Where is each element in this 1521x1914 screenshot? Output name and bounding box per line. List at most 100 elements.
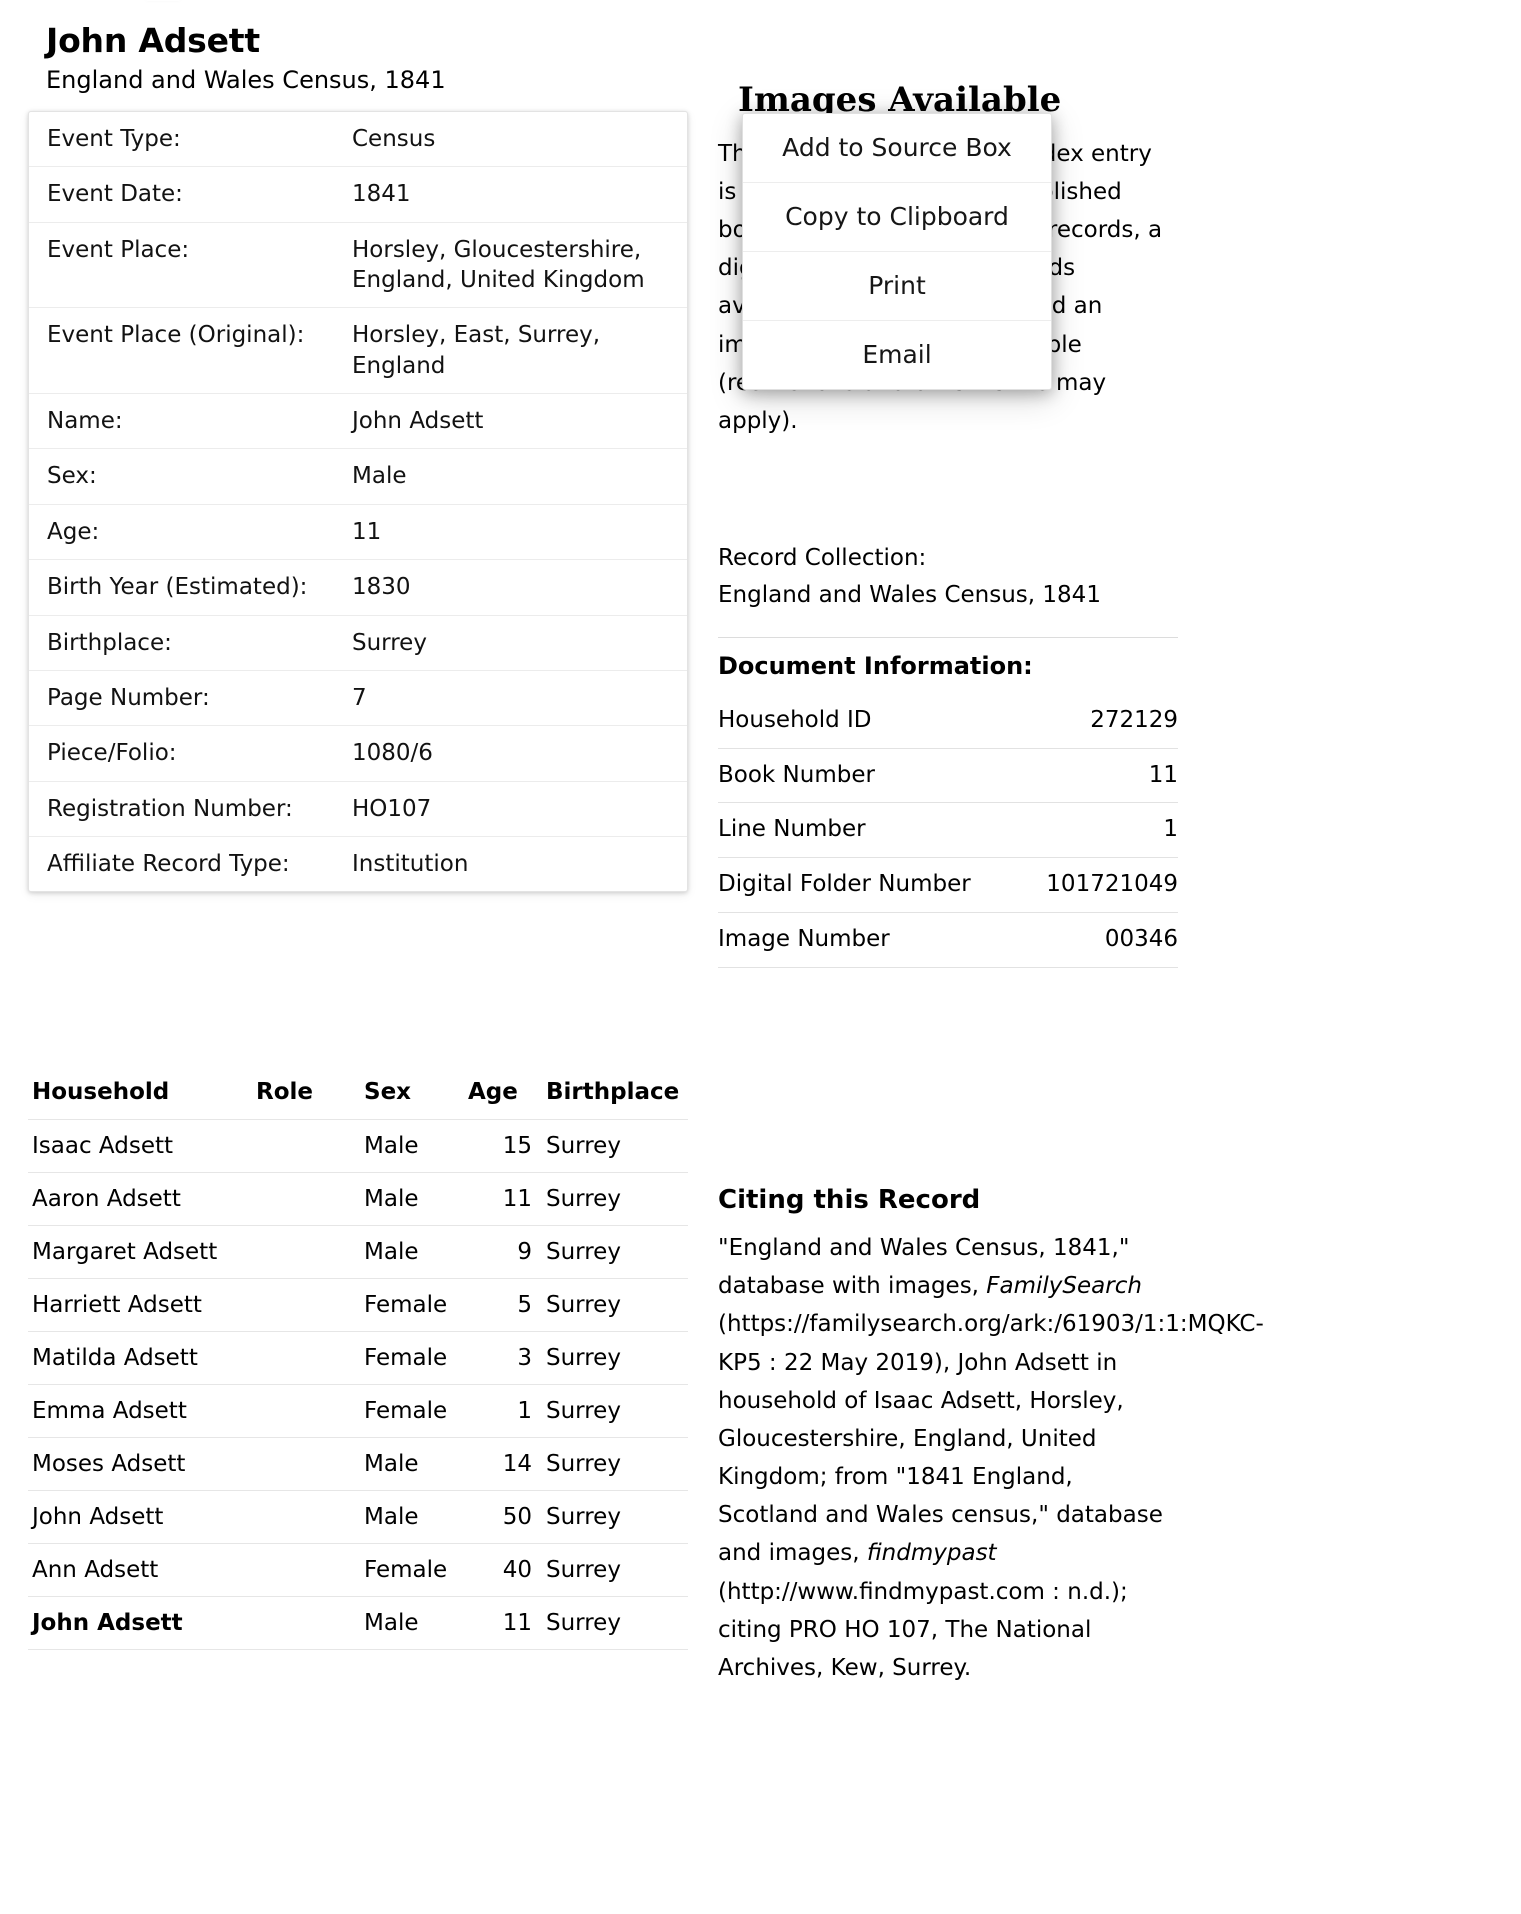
citation-source-familysearch: FamilySearch: [986, 1273, 1142, 1300]
household-member-age: 3: [468, 1331, 546, 1385]
household-member-role: [256, 1490, 364, 1544]
household-header-row: Household Role Sex Age Birthplace: [28, 1075, 688, 1120]
detail-label: Piece/Folio:: [47, 740, 177, 767]
document-info-row: Book Number 11: [718, 747, 1178, 803]
table-row[interactable]: John Adsett Male 11 Surrey: [28, 1596, 688, 1650]
household-member-role: [256, 1596, 364, 1650]
detail-row: Name: John Adsett: [29, 394, 687, 450]
detail-row: Page Number: 7: [29, 671, 687, 727]
household-member-name: John Adsett: [28, 1490, 256, 1544]
household-member-sex: Male: [364, 1225, 468, 1279]
popup-pointer-arrow-icon: [146, 0, 180, 1]
household-member-age: 15: [468, 1119, 546, 1173]
household-member-sex: Male: [364, 1490, 468, 1544]
table-row[interactable]: Margaret Adsett Male 9 Surrey: [28, 1225, 688, 1279]
household-member-age: 14: [468, 1437, 546, 1491]
column-header-sex: Sex: [364, 1079, 411, 1105]
household-member-birthplace: Surrey: [546, 1384, 688, 1438]
household-member-birthplace: Surrey: [546, 1543, 688, 1597]
household-member-birthplace: Surrey: [546, 1331, 688, 1385]
document-info-value: 00346: [984, 911, 1178, 968]
detail-value: Census: [352, 125, 436, 152]
household-member-sex: Female: [364, 1543, 468, 1597]
detail-value: 1080/6: [352, 740, 433, 767]
household-member-age: 11: [468, 1172, 546, 1226]
household-member-role: [256, 1384, 364, 1438]
household-member-sex: Female: [364, 1331, 468, 1385]
document-info-row: Line Number 1: [718, 802, 1178, 858]
table-row[interactable]: Moses Adsett Male 14 Surrey: [28, 1437, 688, 1491]
record-actions-popup-menu[interactable]: Add to Source Box Copy to Clipboard Print E…: [742, 113, 1052, 390]
detail-row: Affiliate Record Type: Institution: [29, 837, 687, 891]
column-header-age: Age: [468, 1079, 518, 1105]
detail-label: Birth Year (Estimated):: [47, 574, 308, 601]
record-collection-label: Record Collection:: [718, 545, 927, 571]
document-info-value: 1: [984, 802, 1178, 858]
document-info-row: Digital Folder Number 101721049: [718, 857, 1178, 913]
household-member-birthplace: Surrey: [546, 1437, 688, 1491]
household-member-birthplace: Surrey: [546, 1278, 688, 1332]
detail-row: Event Date: 1841: [29, 167, 687, 223]
household-member-sex: Female: [364, 1384, 468, 1438]
detail-label: Birthplace:: [47, 629, 172, 656]
detail-label: Affiliate Record Type:: [47, 850, 290, 877]
table-row[interactable]: Aaron Adsett Male 11 Surrey: [28, 1172, 688, 1226]
document-information-table: Household ID 272129 Book Number 11 Line Numb…: [718, 694, 1178, 968]
detail-row: Event Place (Original): Horsley, East, Su…: [29, 308, 687, 395]
table-row[interactable]: Isaac Adsett Male 15 Surrey: [28, 1119, 688, 1173]
detail-value: HO107: [352, 795, 432, 822]
detail-value: Institution: [352, 850, 469, 877]
table-row[interactable]: Ann Adsett Female 40 Surrey: [28, 1543, 688, 1597]
citation-source-findmypast: findmypast: [866, 1540, 997, 1567]
detail-row: Birth Year (Estimated): 1830: [29, 560, 687, 616]
detail-value: Male: [352, 463, 407, 490]
household-member-birthplace: Surrey: [546, 1596, 688, 1650]
household-member-sex: Male: [364, 1596, 468, 1650]
household-member-role: [256, 1331, 364, 1385]
household-member-birthplace: Surrey: [546, 1172, 688, 1226]
popup-menu-item-add-to-source-box[interactable]: Add to Source Box: [743, 114, 1051, 183]
popup-menu-item-print[interactable]: Print: [743, 252, 1051, 321]
collection-subtitle: England and Wales Census, 1841: [46, 65, 446, 94]
citing-heading: Citing this Record: [718, 1185, 981, 1215]
household-member-sex: Female: [364, 1278, 468, 1332]
detail-label: Event Date:: [47, 181, 183, 208]
household-member-name: Isaac Adsett: [28, 1119, 256, 1173]
document-info-label: Line Number: [718, 802, 985, 858]
table-row[interactable]: Matilda Adsett Female 3 Surrey: [28, 1331, 688, 1385]
household-member-name: Ann Adsett: [28, 1543, 256, 1597]
household-member-age: 11: [468, 1596, 546, 1650]
document-info-row: Household ID 272129: [718, 694, 1178, 748]
household-member-name: Moses Adsett: [28, 1437, 256, 1491]
citation-text: "England and Wales Census, 1841," databa…: [718, 1229, 1264, 1687]
detail-label: Event Place (Original):: [47, 322, 305, 349]
household-member-age: 9: [468, 1225, 546, 1279]
document-info-row: Image Number 00346: [718, 911, 1178, 968]
column-header-household: Household: [32, 1079, 170, 1105]
household-member-name: Harriett Adsett: [28, 1278, 256, 1332]
detail-row: Event Type: Census: [29, 112, 687, 168]
detail-row: Birthplace: Surrey: [29, 616, 687, 671]
table-row[interactable]: Harriett Adsett Female 5 Surrey: [28, 1278, 688, 1332]
table-row[interactable]: John Adsett Male 50 Surrey: [28, 1490, 688, 1544]
document-info-value: 11: [984, 747, 1178, 803]
table-row[interactable]: Emma Adsett Female 1 Surrey: [28, 1384, 688, 1438]
popup-menu-item-email[interactable]: Email: [862, 340, 932, 369]
household-member-name: Margaret Adsett: [28, 1225, 256, 1279]
household-member-name: John Adsett: [28, 1596, 256, 1650]
document-information-section: Document Information: Household ID 272129…: [718, 637, 1178, 968]
household-member-role: [256, 1172, 364, 1226]
popup-menu-item-copy-to-clipboard[interactable]: Copy to Clipboard: [743, 183, 1051, 252]
record-collection-value: England and Wales Census, 1841: [718, 582, 1101, 609]
record-details-card: Event Type: Census Event Date: 1841 Event Pl…: [28, 110, 688, 893]
detail-value: 1830: [352, 574, 411, 601]
document-info-value: 101721049: [984, 857, 1178, 913]
detail-value: 11: [352, 518, 382, 545]
citing-this-record-section: Citing this Record "England and Wales Ce…: [718, 1185, 1264, 1687]
household-member-sex: Male: [364, 1172, 468, 1226]
household-member-name: Emma Adsett: [28, 1384, 256, 1438]
detail-value: John Adsett: [352, 408, 484, 435]
household-member-role: [256, 1543, 364, 1597]
detail-label: Registration Number:: [47, 795, 293, 822]
